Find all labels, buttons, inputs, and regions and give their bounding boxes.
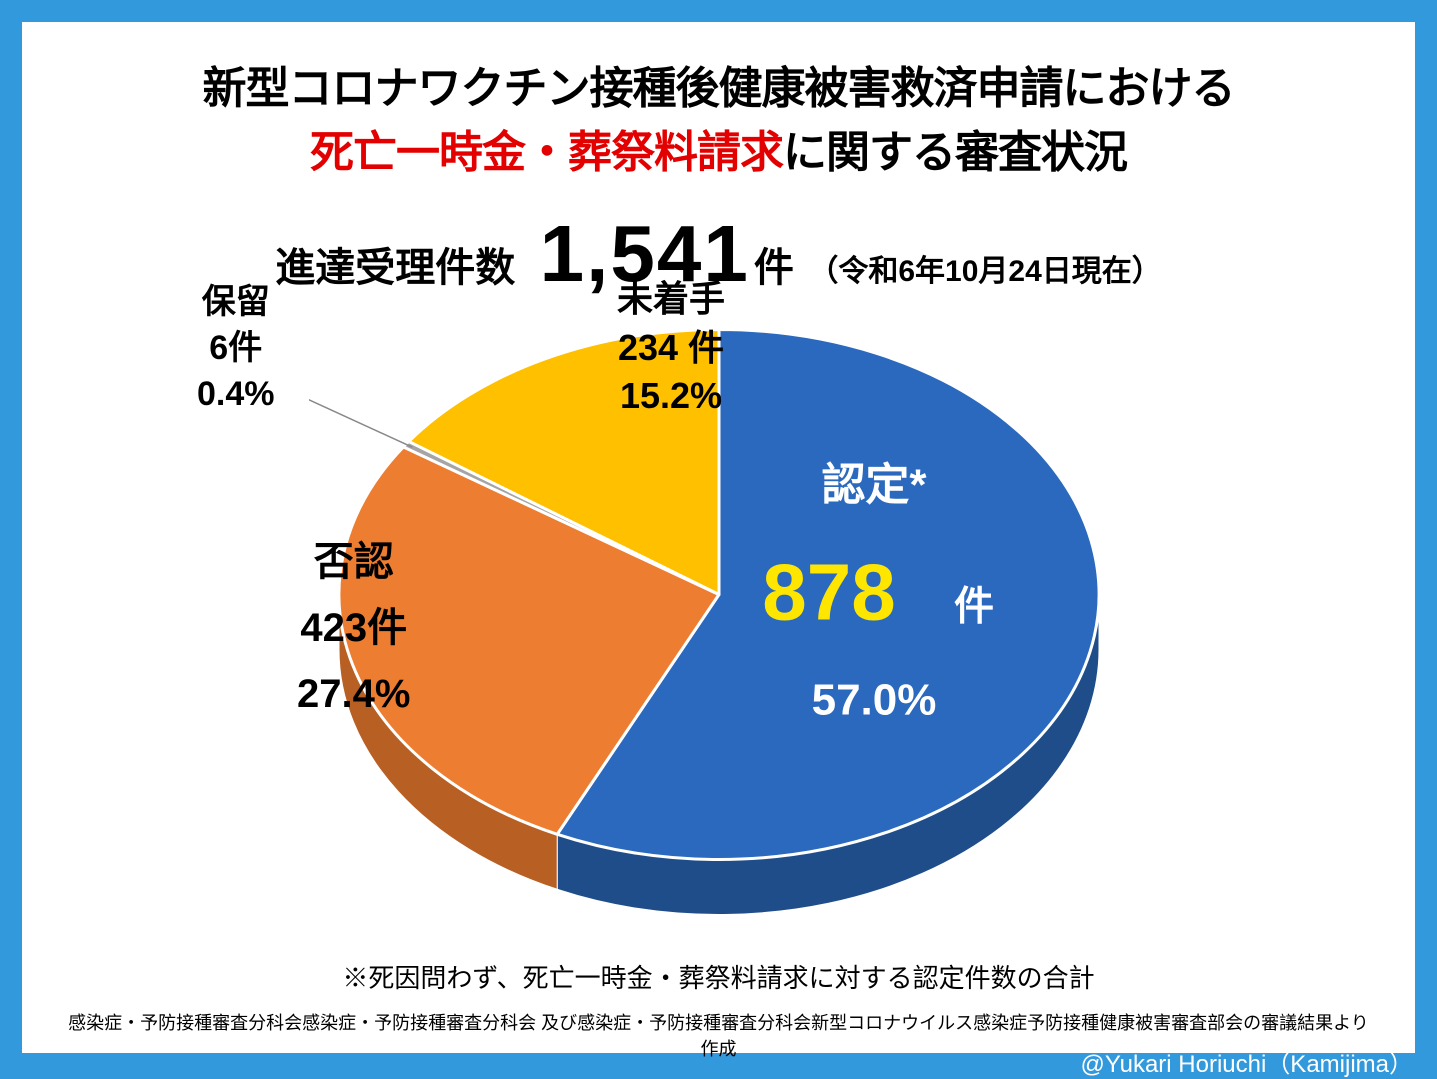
svg-text:878: 878: [762, 548, 895, 637]
footer-note: ※死因問わず、死亡一時金・葬祭料請求に対する認定件数の合計: [62, 958, 1375, 995]
label-denied: 否認 423件 27.4%: [297, 535, 410, 721]
label-denied-count: 423件: [297, 601, 410, 655]
title-line2-red: 死亡一時金・葬祭料請求: [310, 128, 783, 177]
label-pending-title: 未着手: [617, 275, 725, 324]
label-pending-count: 234 件: [617, 324, 725, 373]
label-hold: 保留 6件 0.4%: [197, 280, 275, 418]
title-line2: 死亡一時金・葬祭料請求に関する審査状況: [62, 116, 1375, 180]
card: 新型コロナワクチン接種後健康被害救済申請における 死亡一時金・葬祭料請求に関する…: [22, 22, 1415, 1053]
label-hold-count: 6件: [197, 326, 275, 372]
label-hold-pct: 0.4%: [197, 372, 275, 418]
svg-text:認定*: 認定*: [821, 461, 927, 510]
sub-unit: 件: [754, 246, 794, 290]
svg-text:57.0%: 57.0%: [811, 676, 936, 725]
label-pending: 未着手 234 件 15.2%: [617, 275, 725, 421]
title-line2-black: に関する審査状況: [783, 128, 1127, 177]
credit: @Yukari Horiuchi（Kamijima）: [1081, 1044, 1413, 1079]
pie-chart-area: 認定*878件57.0% 否認 423件 27.4% 保留 6件 0.4% 未着…: [62, 310, 1375, 940]
title-line1: 新型コロナワクチン接種後健康被害救済申請における: [62, 52, 1375, 116]
svg-text:件: 件: [954, 585, 994, 629]
sub-date: （令和6年10月24日現在）: [808, 255, 1161, 288]
label-denied-pct: 27.4%: [297, 667, 410, 721]
label-pending-pct: 15.2%: [617, 372, 725, 421]
label-denied-title: 否認: [297, 535, 410, 589]
sub-label: 進達受理件数: [275, 246, 515, 290]
label-hold-title: 保留: [197, 280, 275, 326]
